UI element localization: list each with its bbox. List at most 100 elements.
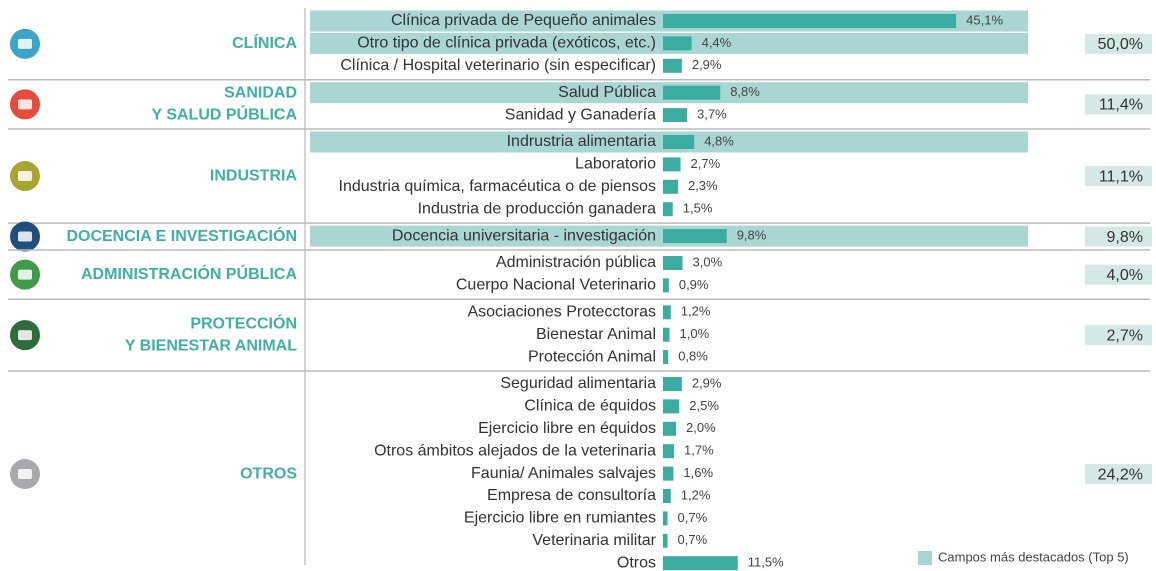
bar	[663, 489, 671, 503]
bar	[663, 377, 682, 391]
value-label: 2,9%	[692, 57, 722, 72]
category-label: Seguridad alimentaria	[500, 375, 656, 392]
value-label: 2,5%	[689, 398, 719, 413]
value-label: 0,7%	[678, 510, 708, 525]
group-total: 50,0%	[1098, 36, 1143, 53]
bar	[663, 58, 682, 73]
value-label: 1,7%	[684, 443, 714, 458]
group-icon-glyph	[18, 469, 32, 480]
value-label: 0,7%	[678, 532, 708, 547]
value-label: 0,8%	[678, 349, 708, 364]
group-icon-glyph	[18, 330, 32, 341]
group-icon-glyph	[18, 231, 32, 242]
value-label: 2,9%	[692, 375, 722, 390]
bar	[663, 278, 669, 293]
bar	[663, 444, 675, 459]
group-icon-glyph	[18, 269, 32, 280]
legend-label: Campos más destacados (Top 5)	[938, 549, 1129, 564]
bar	[663, 229, 727, 244]
category-label: Salud Pública	[558, 84, 656, 101]
total-box	[1085, 166, 1152, 187]
value-label: 1,0%	[680, 326, 710, 341]
group-name: OTROS	[240, 465, 297, 482]
group-name: CLÍNICA	[232, 33, 297, 52]
group-total: 2,7%	[1107, 327, 1143, 344]
category-label: Industria de producción ganadera	[418, 200, 656, 217]
legend-swatch	[918, 551, 932, 565]
value-label: 9,8%	[737, 228, 767, 243]
bar	[663, 256, 683, 270]
bar	[663, 399, 680, 414]
category-label: Administración pública	[496, 254, 656, 271]
value-label: 3,0%	[693, 254, 723, 269]
group-total: 9,8%	[1107, 229, 1143, 246]
group-name: SANIDAD	[224, 85, 297, 102]
value-label: 1,6%	[683, 465, 713, 480]
value-label: 0,9%	[679, 277, 709, 292]
category-label: Indrustria alimentaria	[507, 133, 657, 150]
value-label: 11,5%	[748, 555, 784, 570]
total-box	[1085, 464, 1152, 485]
bar	[663, 135, 695, 149]
category-label: Otros	[617, 554, 656, 571]
bar	[663, 511, 668, 526]
bar	[663, 179, 678, 194]
category-label: Clínica privada de Pequeño animales	[391, 12, 656, 29]
bar	[663, 108, 688, 123]
bar	[663, 556, 738, 571]
category-label: Bienestar Animal	[536, 326, 656, 343]
group-total: 11,4%	[1099, 97, 1143, 114]
category-label: Empresa de consultoría	[487, 487, 656, 504]
total-box	[1085, 94, 1152, 115]
category-label: Docencia universitaria - investigación	[392, 227, 656, 244]
value-label: 2,3%	[688, 178, 718, 193]
group-name: Y SALUD PÚBLICA	[152, 105, 298, 124]
category-label: Clínica de équidos	[524, 398, 656, 415]
bar	[663, 421, 676, 436]
total-box	[1085, 226, 1152, 247]
total-box	[1085, 33, 1152, 54]
group-total: 11,1%	[1099, 168, 1143, 185]
bar	[663, 36, 692, 51]
value-label: 2,7%	[691, 156, 721, 171]
bar	[663, 14, 957, 28]
category-label: Laboratorio	[575, 156, 656, 173]
group-total: 4,0%	[1107, 267, 1143, 284]
group-name: PROTECCIÓN	[190, 313, 297, 332]
value-label: 1,2%	[681, 304, 711, 319]
bar	[663, 350, 669, 365]
group-name: DOCENCIA E INVESTIGACIÓN	[66, 226, 297, 245]
value-label: 45,1%	[966, 12, 1003, 27]
value-label: 2,0%	[686, 420, 716, 435]
value-label: 3,7%	[697, 107, 727, 122]
value-label: 1,5%	[683, 201, 713, 216]
category-label: Otros ámbitos alejados de la veterinaria	[374, 442, 656, 459]
bar	[663, 466, 674, 481]
category-label: Veterinaria militar	[532, 532, 656, 549]
bar	[663, 305, 671, 320]
category-label: Ejercicio libre en rumiantes	[464, 510, 656, 527]
group-name: Y BIENESTAR ANIMAL	[125, 337, 297, 354]
category-label: Ejercicio libre en équidos	[478, 420, 656, 437]
value-label: 4,4%	[702, 35, 732, 50]
value-label: 8,8%	[730, 84, 760, 99]
total-box	[1085, 325, 1152, 346]
category-label: Asociaciones Protecctoras	[467, 304, 656, 321]
total-box	[1085, 264, 1152, 285]
value-label: 1,2%	[681, 487, 711, 502]
category-label: Protección Animal	[528, 348, 656, 365]
group-name: INDUSTRIA	[210, 167, 298, 184]
category-label: Sanidad y Ganadería	[505, 106, 656, 123]
bar	[663, 202, 673, 217]
category-label: Clínica / Hospital veterinario (sin espe…	[340, 57, 656, 74]
category-label: Faunia/ Animales salvajes	[471, 465, 656, 482]
category-label: Cuerpo Nacional Veterinario	[456, 277, 656, 294]
group-total: 24,2%	[1098, 466, 1143, 483]
group-icon-glyph	[18, 171, 32, 182]
bar	[663, 85, 721, 100]
group-name: ADMINISTRACIÓN PÚBLICA	[81, 264, 297, 283]
group-icon-glyph	[18, 38, 32, 49]
group-icon-glyph	[18, 99, 32, 110]
bar	[663, 327, 670, 342]
